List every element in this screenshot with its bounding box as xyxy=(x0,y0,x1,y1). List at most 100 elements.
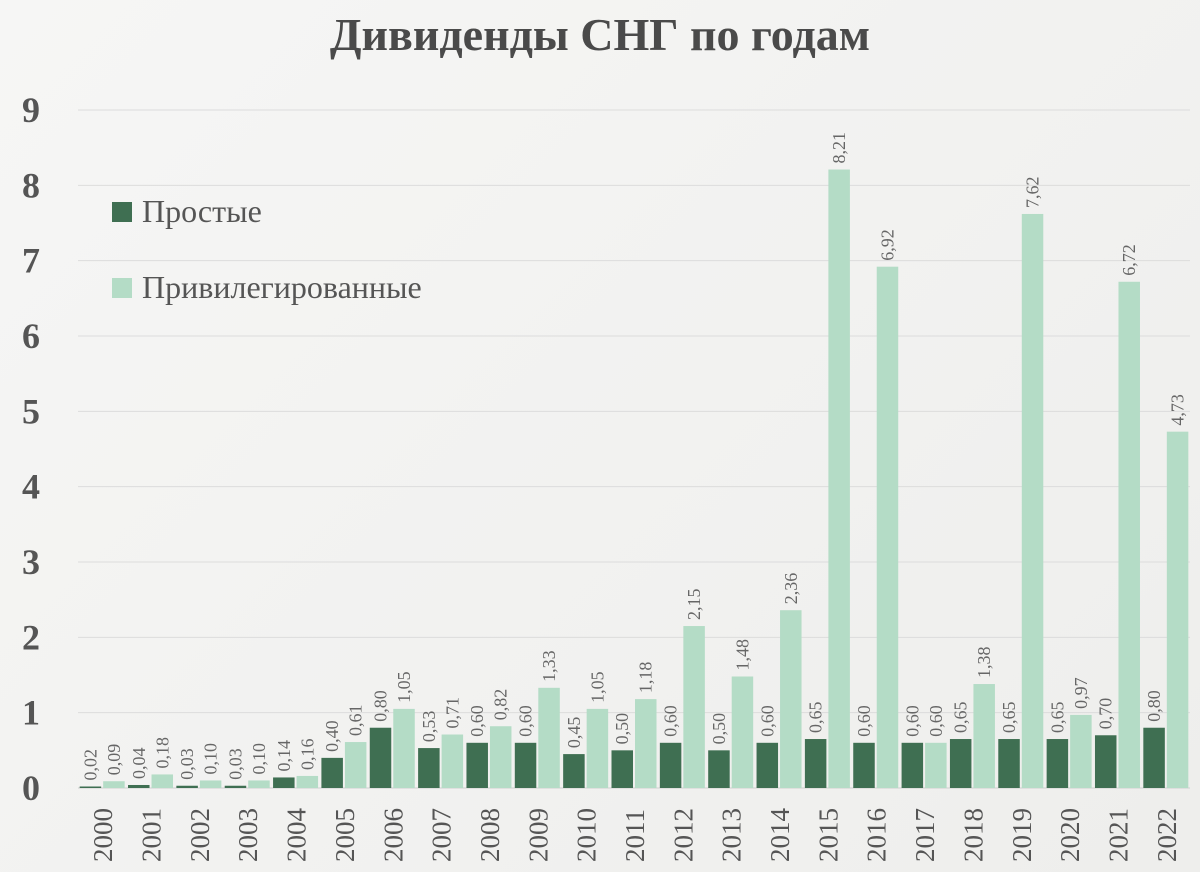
chart-title: Дивиденды СНГ по годам xyxy=(329,9,871,60)
bar-preferred xyxy=(1070,714,1092,788)
x-tick-label: 2011 xyxy=(620,809,650,862)
data-label: 0,60 xyxy=(757,705,777,737)
data-label: 0,80 xyxy=(371,690,391,722)
data-label: 0,61 xyxy=(346,705,366,737)
data-label: 0,16 xyxy=(297,738,317,770)
bar-common xyxy=(853,742,875,788)
bar-preferred xyxy=(731,676,754,788)
data-label: 0,14 xyxy=(274,740,294,772)
y-tick-label: 4 xyxy=(22,467,40,507)
bar-preferred xyxy=(248,780,270,788)
data-label: 0,10 xyxy=(249,743,269,775)
x-tick-label: 2021 xyxy=(1103,808,1133,862)
x-tick-label: 2018 xyxy=(958,808,988,862)
legend-label: Привилегированные xyxy=(142,269,422,305)
data-label: 0,60 xyxy=(926,705,946,737)
x-tick-label: 2005 xyxy=(330,808,360,862)
bar-common xyxy=(1046,739,1069,788)
bar-preferred xyxy=(973,684,995,788)
data-label: 0,80 xyxy=(1144,690,1164,722)
legend-swatch xyxy=(112,278,132,298)
data-label: 6,72 xyxy=(1119,244,1139,276)
data-label: 0,03 xyxy=(177,748,197,780)
x-tick-label: 2019 xyxy=(1007,808,1037,862)
bar-common xyxy=(756,742,779,788)
bar-preferred xyxy=(1021,213,1044,788)
data-label: 1,18 xyxy=(636,662,656,694)
data-label: 0,65 xyxy=(806,702,826,734)
bar-preferred xyxy=(538,687,560,788)
bar-common xyxy=(466,742,488,788)
data-label: 0,60 xyxy=(661,705,681,737)
data-label: 7,62 xyxy=(1023,176,1043,208)
bar-preferred xyxy=(103,781,125,788)
data-label: 0,60 xyxy=(516,705,536,737)
bar-common xyxy=(659,742,682,788)
data-label: 0,97 xyxy=(1071,677,1091,709)
bar-preferred xyxy=(683,626,705,788)
x-tick-label: 2007 xyxy=(427,808,457,862)
x-tick-label: 2013 xyxy=(717,808,747,862)
data-label: 0,45 xyxy=(564,717,584,749)
y-tick-label: 8 xyxy=(22,165,40,205)
data-label: 0,65 xyxy=(951,702,971,734)
x-tick-label: 2020 xyxy=(1055,808,1085,862)
data-label: 0,53 xyxy=(419,711,439,743)
data-label: 1,38 xyxy=(974,647,994,679)
bar-common xyxy=(949,739,972,788)
bar-preferred xyxy=(876,266,899,788)
x-tick-label: 2004 xyxy=(282,808,312,863)
y-tick-label: 3 xyxy=(22,542,40,582)
bar-preferred xyxy=(441,734,464,788)
y-tick-label: 2 xyxy=(22,617,40,657)
data-label: 0,02 xyxy=(80,749,100,781)
data-label: 1,33 xyxy=(539,650,559,682)
data-label: 0,18 xyxy=(152,737,172,769)
y-tick-label: 9 xyxy=(22,90,40,130)
y-tick-label: 7 xyxy=(22,241,40,281)
legend-label: Простые xyxy=(142,193,262,229)
data-label: 0,10 xyxy=(201,743,221,775)
x-tick-label: 2014 xyxy=(765,808,795,863)
data-label: 0,03 xyxy=(225,748,245,780)
bar-common xyxy=(273,777,295,788)
bar-common xyxy=(563,754,585,788)
bar-common xyxy=(418,748,440,788)
data-label: 0,50 xyxy=(612,713,632,745)
bar-common xyxy=(1094,735,1117,788)
bar-preferred xyxy=(635,699,657,788)
bar-preferred xyxy=(586,708,609,788)
bar-common xyxy=(1143,727,1165,788)
bar-common xyxy=(321,757,343,788)
data-label: 0,65 xyxy=(999,702,1019,734)
data-label: 1,05 xyxy=(394,671,414,703)
data-label: 0,60 xyxy=(467,705,487,737)
x-tick-label: 2006 xyxy=(378,808,408,862)
x-tick-label: 2000 xyxy=(88,808,118,862)
data-label: 8,21 xyxy=(829,132,849,164)
legend-swatch xyxy=(112,202,132,222)
data-label: 0,50 xyxy=(709,713,729,745)
bar-common xyxy=(901,742,924,788)
x-tick-label: 2010 xyxy=(572,808,602,862)
data-label: 0,65 xyxy=(1047,702,1067,734)
x-tick-label: 2015 xyxy=(813,808,843,862)
data-label: 0,70 xyxy=(1096,698,1116,730)
data-label: 0,09 xyxy=(104,744,124,776)
y-tick-label: 0 xyxy=(22,768,40,808)
bar-common xyxy=(998,739,1020,788)
bar-preferred xyxy=(199,780,222,788)
data-label: 0,04 xyxy=(129,747,149,779)
bar-common xyxy=(369,727,392,788)
bar-common xyxy=(611,750,633,788)
bar-common xyxy=(708,750,730,788)
bar-common xyxy=(79,786,102,788)
bar-preferred xyxy=(393,708,415,788)
bar-preferred xyxy=(344,742,367,788)
x-tick-label: 2008 xyxy=(475,808,505,862)
data-label: 2,36 xyxy=(781,573,801,605)
bar-common xyxy=(176,785,198,788)
y-tick-label: 6 xyxy=(22,316,40,356)
bar-common xyxy=(804,739,827,788)
bar-common xyxy=(128,784,150,788)
